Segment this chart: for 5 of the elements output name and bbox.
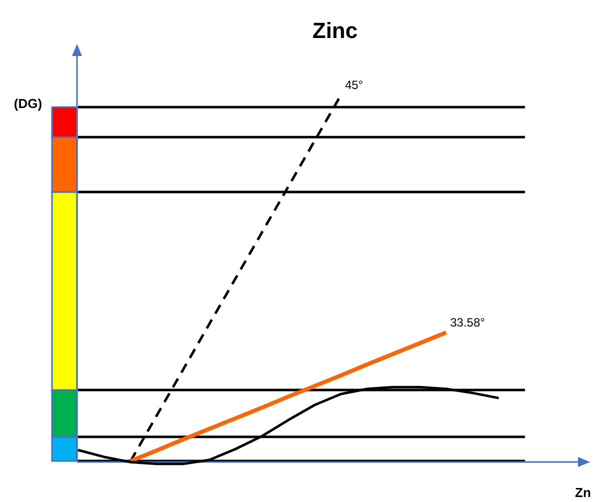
y-axis-title: (DG): [14, 96, 42, 111]
x-axis-title: Zn: [575, 485, 591, 500]
annotation: 33.58°: [450, 316, 486, 330]
text: 45°: [344, 78, 364, 92]
chart-title: Zinc: [312, 18, 358, 43]
